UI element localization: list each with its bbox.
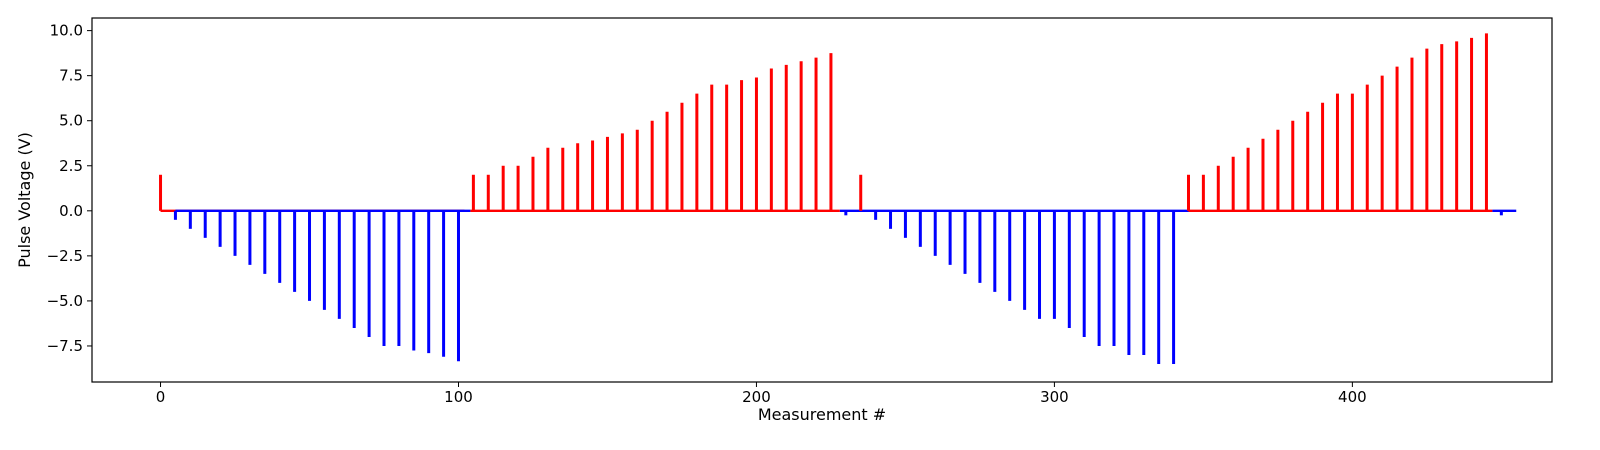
y-tick-label: 7.5 (59, 67, 83, 85)
plot-frame (91, 17, 1553, 383)
x-tick-label: 0 (156, 388, 166, 406)
x-tick-label: 100 (444, 388, 473, 406)
y-tick-label: 0.0 (59, 202, 83, 220)
y-axis-label: Pulse Voltage (V) (15, 132, 34, 268)
x-axis-ticks: 0 100 200 300 400 (156, 382, 1367, 406)
y-tick-label: 5.0 (59, 112, 83, 130)
x-tick-label: 400 (1338, 388, 1367, 406)
y-tick-label: −5.0 (47, 292, 83, 310)
y-tick-label: −2.5 (47, 247, 83, 265)
y-tick-label: 2.5 (59, 157, 83, 175)
y-tick-label: −7.5 (47, 337, 83, 355)
x-tick-label: 200 (742, 388, 771, 406)
x-axis-label: Measurement # (758, 405, 886, 424)
bars-layer (159, 33, 1503, 364)
x-tick-label: 300 (1040, 388, 1069, 406)
y-tick-label: 10.0 (50, 22, 83, 40)
y-axis-ticks: −7.5 −5.0 −2.5 0.0 2.5 5.0 7.5 10.0 (47, 22, 92, 355)
